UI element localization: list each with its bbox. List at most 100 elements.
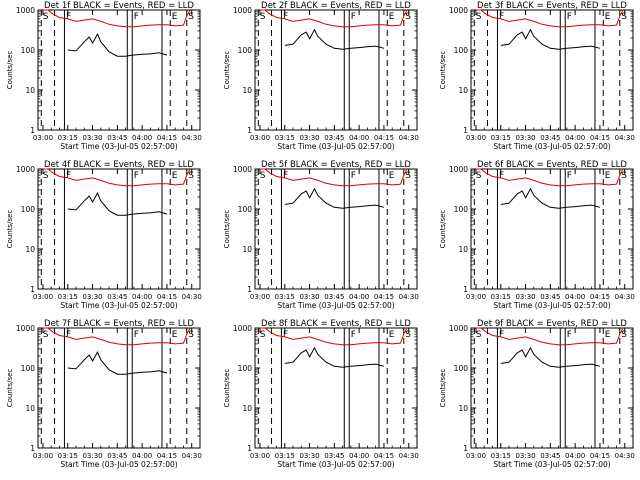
detector-panel-4: Det 4f BLACK = Events, RED = LLD 1 10 100 10… xyxy=(6,160,202,310)
x-tick-label: 04:15 xyxy=(590,134,610,142)
marker-label: F xyxy=(351,330,356,340)
x-tick-label: 03:30 xyxy=(82,452,102,460)
y-tick-label: 1 xyxy=(30,444,35,453)
marker-label: F xyxy=(499,12,504,22)
x-tick-label: 03:30 xyxy=(299,452,319,460)
x-axis-label: Start Time (03-Jul-05 02:57:00) xyxy=(60,301,177,310)
detector-panel-1: Det 1f BLACK = Events, RED = LLD 1 10 100 10… xyxy=(6,1,202,151)
x-tick-label: 04:00 xyxy=(132,293,152,301)
panel-title: Det 1f BLACK = Events, RED = LLD xyxy=(44,1,194,11)
detector-panel-2: Det 2f BLACK = Events, RED = LLD 1 10 100 10… xyxy=(223,1,419,151)
lld-series-line xyxy=(43,168,191,187)
y-tick-label: 1000 xyxy=(233,165,252,174)
y-axis-label: Counts/sec xyxy=(439,51,447,90)
y-tick-label: 10 xyxy=(242,245,252,254)
x-tick-label: 03:30 xyxy=(515,452,535,460)
marker-label: E xyxy=(172,171,178,181)
y-tick-label: 1 xyxy=(463,285,468,294)
x-tick-label: 03:15 xyxy=(58,293,78,301)
y-tick-label: 1 xyxy=(247,285,252,294)
lld-series-line xyxy=(476,9,624,28)
x-tick-label: 04:30 xyxy=(399,452,419,460)
x-axis-label: Start Time (03-Jul-05 02:57:00) xyxy=(277,142,394,151)
y-tick-label: 10 xyxy=(242,86,252,95)
x-tick-label: 03:15 xyxy=(275,452,295,460)
detector-panel-6: Det 6f BLACK = Events, RED = LLD 1 10 100 10… xyxy=(439,160,635,310)
x-tick-label: 04:30 xyxy=(182,134,202,142)
lld-series-line xyxy=(260,9,408,28)
events-series-line xyxy=(284,187,385,209)
plot-frame xyxy=(470,9,634,131)
x-tick-label: 04:00 xyxy=(349,134,369,142)
marker-label: E xyxy=(605,12,611,22)
panel-title: Det 2f BLACK = Events, RED = LLD xyxy=(261,1,411,11)
marker-label: S xyxy=(405,330,411,340)
marker-label: F xyxy=(499,171,504,181)
events-series-line xyxy=(284,28,385,50)
x-tick-label: 04:15 xyxy=(374,452,394,460)
x-tick-label: 03:15 xyxy=(275,293,295,301)
events-series-line xyxy=(284,346,385,368)
x-tick-label: 03:15 xyxy=(58,134,78,142)
x-tick-label: 04:00 xyxy=(132,134,152,142)
marker-label: F xyxy=(283,171,288,181)
x-tick-label: 04:30 xyxy=(615,452,635,460)
x-tick-label: 03:45 xyxy=(324,134,344,142)
x-tick-label: 04:30 xyxy=(615,293,635,301)
x-tick-label: 03:00 xyxy=(250,293,270,301)
x-tick-label: 04:00 xyxy=(349,293,369,301)
marker-label: E xyxy=(172,12,178,22)
x-axis-label: Start Time (03-Jul-05 02:57:00) xyxy=(277,460,394,469)
x-tick-label: 04:30 xyxy=(399,134,419,142)
x-axis-label: Start Time (03-Jul-05 02:57:00) xyxy=(493,142,610,151)
x-tick-label: 03:30 xyxy=(299,293,319,301)
plot-frame xyxy=(37,168,201,290)
y-tick-label: 10 xyxy=(25,245,35,254)
y-axis-label: Counts/sec xyxy=(6,369,14,408)
x-tick-label: 03:30 xyxy=(515,293,535,301)
x-tick-label: 03:45 xyxy=(324,293,344,301)
detector-panel-7: Det 7f BLACK = Events, RED = LLD 1 10 100 10… xyxy=(6,319,202,469)
x-tick-label: 03:15 xyxy=(491,134,511,142)
marker-label: F xyxy=(66,12,71,22)
marker-label: E xyxy=(605,171,611,181)
y-tick-label: 100 xyxy=(21,205,36,214)
marker-label: F xyxy=(283,330,288,340)
plot-frame xyxy=(37,327,201,449)
x-tick-label: 04:30 xyxy=(182,452,202,460)
panel-title: Det 3f BLACK = Events, RED = LLD xyxy=(477,1,627,11)
marker-label: E xyxy=(605,330,611,340)
y-axis-label: Counts/sec xyxy=(6,210,14,249)
y-axis-label: Counts/sec xyxy=(223,51,231,90)
detector-panel-9: Det 9f BLACK = Events, RED = LLD 1 10 100 10… xyxy=(439,319,635,469)
x-tick-label: 03:45 xyxy=(107,452,127,460)
events-series-line xyxy=(67,32,168,57)
marker-label: F xyxy=(134,330,139,340)
y-tick-label: 1000 xyxy=(449,165,468,174)
marker-label: S xyxy=(621,12,627,22)
y-tick-label: 1 xyxy=(463,126,468,135)
events-series-line xyxy=(67,191,168,216)
y-tick-label: 100 xyxy=(21,364,36,373)
marker-label: F xyxy=(567,330,572,340)
marker-label: E xyxy=(389,12,395,22)
x-tick-label: 04:15 xyxy=(590,293,610,301)
y-tick-label: 1 xyxy=(247,126,252,135)
plot-frame xyxy=(470,327,634,449)
plot-frame xyxy=(254,9,418,131)
marker-label: E xyxy=(172,330,178,340)
x-tick-label: 03:45 xyxy=(540,293,560,301)
panel-title: Det 5f BLACK = Events, RED = LLD xyxy=(261,160,411,170)
x-tick-label: 04:00 xyxy=(565,134,585,142)
marker-label: F xyxy=(134,12,139,22)
marker-label: F xyxy=(351,12,356,22)
y-tick-label: 100 xyxy=(454,205,469,214)
y-tick-label: 100 xyxy=(454,364,469,373)
y-axis-label: Counts/sec xyxy=(223,369,231,408)
marker-label: S xyxy=(43,171,49,181)
marker-label: S xyxy=(476,171,482,181)
marker-label: S xyxy=(405,171,411,181)
x-tick-label: 03:30 xyxy=(515,134,535,142)
x-tick-label: 04:00 xyxy=(565,293,585,301)
y-axis-label: Counts/sec xyxy=(223,210,231,249)
